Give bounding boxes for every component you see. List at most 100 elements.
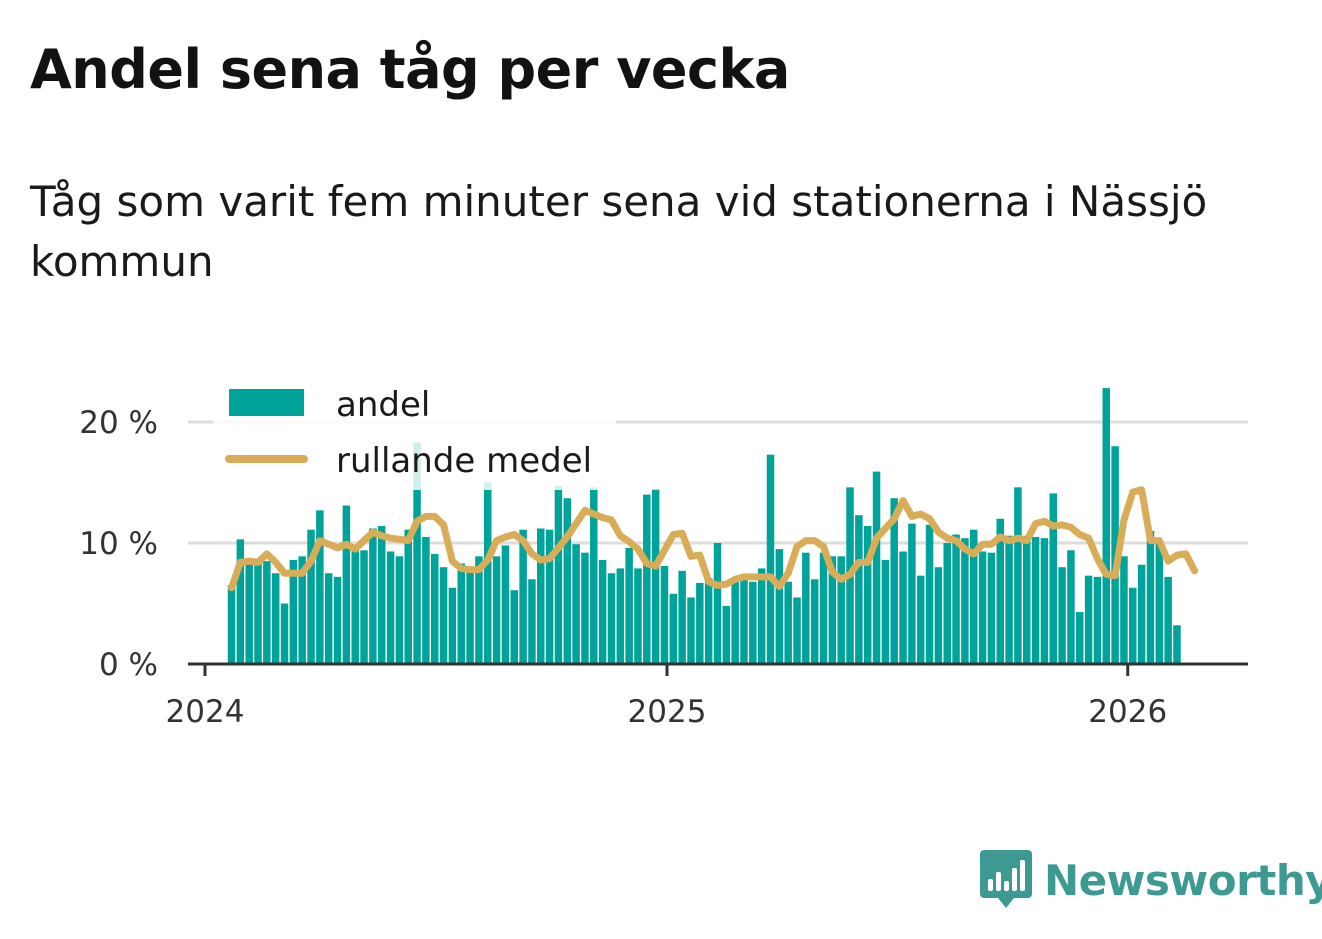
legend-label-rullande-medel: rullande medel: [336, 441, 592, 481]
legend-label-andel: andel: [336, 385, 430, 425]
x-axis: 2024 2025 2026: [166, 662, 1248, 730]
legend: andel rullande medel: [213, 378, 616, 490]
chart-title: Andel sena tåg per vecka: [30, 38, 790, 101]
bar-andel: [430, 553, 439, 664]
bar-andel: [952, 534, 960, 664]
bar-andel: [227, 585, 236, 664]
bar-andel: [448, 587, 457, 664]
bar-andel: [316, 510, 324, 664]
bar-andel: [1058, 567, 1066, 664]
bar-andel: [510, 590, 519, 664]
bar-andel: [704, 578, 713, 664]
bar-andel: [1164, 576, 1172, 664]
bar-andel: [1040, 538, 1049, 664]
bar-andel: [607, 573, 616, 664]
legend-swatch-andel: [229, 389, 304, 416]
bar-andel: [987, 552, 996, 664]
bar-andel: [837, 556, 845, 664]
bar-andel: [863, 526, 872, 664]
bar-andel: [1093, 576, 1102, 664]
x-tick-label: 2026: [1088, 694, 1167, 730]
bar-andel: [890, 498, 898, 664]
bar-andel: [855, 515, 863, 664]
bar-andel: [298, 556, 306, 664]
bar-andel: [1067, 550, 1075, 664]
bar-andel: [713, 543, 722, 664]
bar-andel: [1146, 530, 1155, 664]
bar-andel: [404, 529, 412, 664]
chart: 2024 2025 2026 0 % 10 % 20 % andel rullande …: [79, 378, 1248, 730]
bar-andel: [484, 482, 492, 664]
bar-andel: [377, 526, 386, 664]
bar-andel: [1076, 611, 1084, 664]
bar-andel: [466, 568, 474, 664]
bar-andel: [475, 556, 483, 664]
bar-andel: [634, 568, 642, 664]
y-tick-label: 0 %: [99, 647, 158, 683]
bar-andel: [731, 579, 739, 664]
bar-andel: [554, 486, 563, 664]
bar-andel: [978, 551, 987, 664]
y-tick-label: 20 %: [79, 405, 158, 441]
bar-andel: [881, 559, 890, 664]
bar-andel: [1137, 564, 1146, 664]
bar-andel: [598, 559, 607, 664]
bar-andel: [369, 528, 377, 664]
bar-andel: [969, 529, 978, 664]
bar-andel: [245, 562, 253, 664]
line-rullande-medel: [228, 486, 1199, 592]
bar-andel: [908, 523, 916, 664]
x-tick-label: 2025: [628, 694, 707, 730]
bar-andel: [501, 545, 510, 664]
bar-andel: [616, 568, 625, 664]
bar-andel: [545, 529, 554, 664]
bar-andel: [722, 605, 731, 664]
bar-series-andel: [227, 388, 1181, 664]
y-tick-label: 10 %: [79, 526, 158, 562]
bar-andel: [793, 597, 801, 664]
chart-subtitle: Tåg som varit fem minuter sena vid stati…: [30, 177, 1208, 286]
newsworthy-wordmark: Newsworthy: [1044, 855, 1322, 905]
bar-andel: [492, 556, 501, 664]
bar-andel: [1155, 543, 1164, 664]
bar-andel: [254, 558, 262, 664]
bar-andel: [943, 543, 951, 664]
bar-andel: [643, 494, 651, 664]
bar-andel: [572, 544, 580, 664]
bar-andel: [669, 593, 678, 664]
bar-andel: [395, 556, 404, 664]
newsworthy-logo-icon: [980, 850, 1032, 908]
bar-andel: [925, 524, 934, 664]
bar-andel: [872, 471, 881, 664]
bar-andel: [916, 575, 925, 664]
bar-andel: [1173, 625, 1181, 664]
bar-andel: [519, 529, 527, 664]
bar-andel: [819, 552, 828, 664]
bar-andel: [749, 581, 757, 664]
bar-andel: [528, 579, 536, 664]
bar-andel: [696, 582, 704, 664]
bar-andel: [439, 567, 448, 664]
bar-andel: [934, 567, 943, 664]
bar-andel: [413, 442, 421, 664]
bar-andel: [1031, 536, 1040, 664]
bar-andel: [1014, 487, 1022, 664]
bar-andel: [899, 551, 907, 664]
bar-andel: [342, 505, 351, 664]
bar-andel: [784, 581, 792, 664]
bar-andel: [996, 518, 1004, 664]
bar-andel: [581, 552, 589, 664]
bar-andel: [740, 579, 748, 664]
bar-andel: [1005, 535, 1013, 664]
bar-andel: [1120, 556, 1128, 664]
bar-andel: [563, 498, 572, 664]
bar-andel: [1102, 388, 1111, 664]
bar-andel: [1023, 535, 1031, 664]
bar-andel: [828, 556, 837, 664]
bar-andel: [289, 559, 298, 664]
bar-andel: [810, 579, 819, 664]
newsworthy-logo: Newsworthy: [980, 850, 1322, 910]
bar-andel: [271, 573, 280, 664]
bar-andel: [537, 528, 545, 664]
bar-andel: [1049, 493, 1058, 664]
